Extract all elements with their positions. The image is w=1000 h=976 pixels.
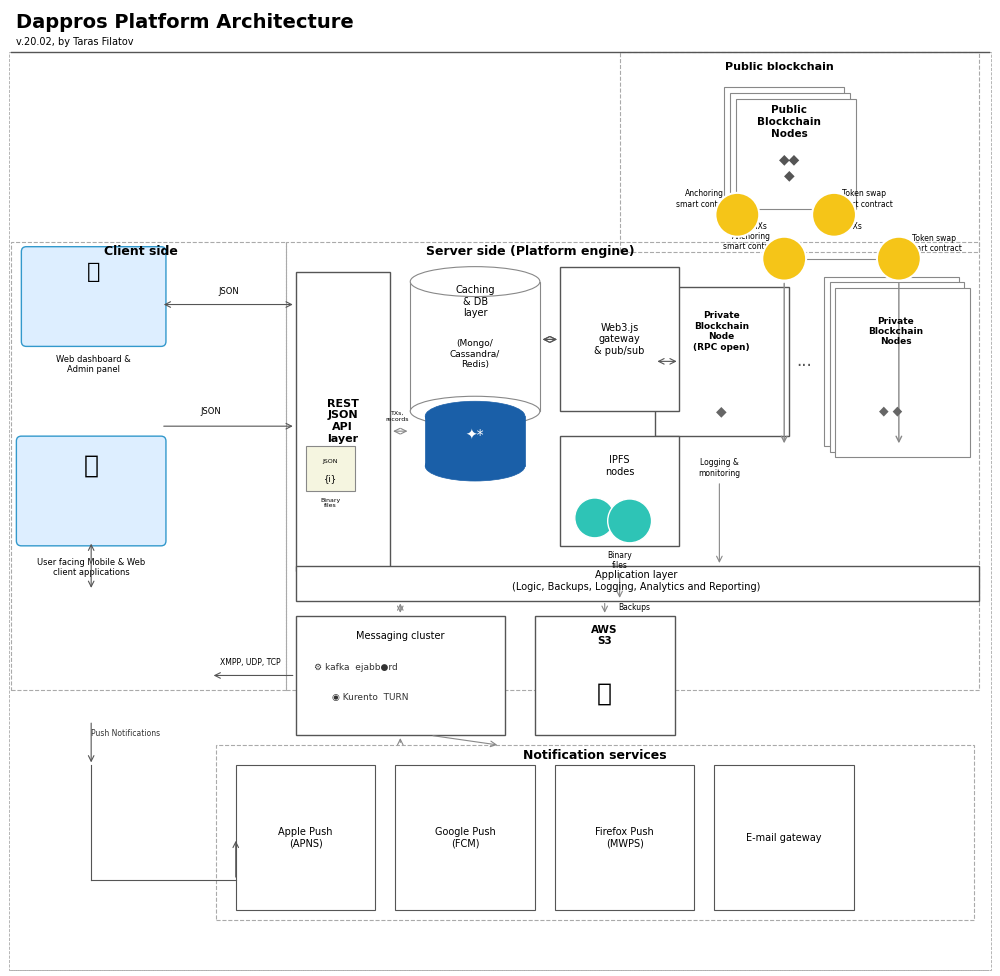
Bar [216, 746, 974, 919]
Text: Apple Push
(APNS): Apple Push (APNS) [278, 828, 333, 849]
Text: JSON: JSON [200, 407, 221, 416]
Text: ◆: ◆ [716, 404, 727, 419]
Text: Binary
files: Binary files [320, 498, 341, 508]
Bar [835, 288, 970, 457]
Bar [395, 765, 535, 910]
Text: Token swap
smart contract: Token swap smart contract [836, 189, 892, 209]
Text: {i}: {i} [324, 474, 337, 483]
Text: AWS
S3: AWS S3 [591, 625, 618, 646]
Bar [730, 93, 850, 203]
Text: IPF: IPF [591, 515, 599, 520]
Text: Dappros Platform Architecture: Dappros Platform Architecture [16, 13, 354, 32]
Circle shape [877, 237, 921, 280]
Text: ≡
✦: ≡ ✦ [895, 249, 902, 268]
Circle shape [715, 193, 759, 237]
Text: TXs: TXs [849, 223, 863, 231]
Bar [306, 446, 355, 491]
Text: ◉ Kurento  TURN: ◉ Kurento TURN [332, 693, 409, 702]
Text: User facing Mobile & Web
client applications: User facing Mobile & Web client applicat… [37, 558, 145, 578]
Text: Google Push
(FCM): Google Push (FCM) [435, 828, 495, 849]
Text: ◆ ◆: ◆ ◆ [879, 405, 903, 418]
Bar [655, 287, 789, 436]
Text: (Mongo/
Cassandra/
Redis): (Mongo/ Cassandra/ Redis) [450, 340, 500, 369]
Bar [11, 242, 286, 690]
Circle shape [575, 498, 615, 538]
Ellipse shape [425, 401, 525, 431]
Ellipse shape [425, 451, 525, 481]
Text: Web3.js
gateway
& pub/sub: Web3.js gateway & pub/sub [594, 323, 645, 356]
Text: v.20.02, by Taras Filatov: v.20.02, by Taras Filatov [16, 37, 134, 47]
Bar [286, 242, 979, 690]
Text: JSON: JSON [323, 459, 338, 464]
Text: Messaging cluster: Messaging cluster [356, 630, 445, 640]
Text: Private
Blockchain
Node
(RPC open): Private Blockchain Node (RPC open) [693, 311, 750, 351]
Text: JSON: JSON [218, 287, 239, 296]
Text: TXs,
records: TXs, records [386, 411, 409, 422]
Ellipse shape [410, 266, 540, 297]
Text: TXs: TXs [754, 223, 768, 231]
FancyBboxPatch shape [21, 247, 166, 346]
Circle shape [762, 237, 806, 280]
Text: Private
Blockchain
Nodes: Private Blockchain Nodes [868, 316, 923, 346]
Text: XMPP, UDP, TCP: XMPP, UDP, TCP [220, 658, 281, 667]
Text: ≡
✦: ≡ ✦ [781, 249, 788, 268]
Bar [555, 765, 694, 910]
Bar [824, 276, 959, 446]
Text: Caching
& DB
layer: Caching & DB layer [455, 285, 495, 318]
Text: Public blockchain: Public blockchain [725, 62, 834, 72]
Text: ≡
✦: ≡ ✦ [734, 205, 741, 224]
Text: Backups: Backups [619, 603, 651, 612]
Bar [296, 616, 505, 735]
Bar [425, 416, 525, 467]
Text: 📦: 📦 [597, 681, 612, 706]
Text: Client side: Client side [104, 245, 178, 259]
Text: ≡
✦: ≡ ✦ [831, 205, 838, 224]
Ellipse shape [410, 396, 540, 427]
Text: ✦*: ✦* [466, 429, 484, 443]
Bar [736, 100, 856, 209]
FancyBboxPatch shape [16, 436, 166, 546]
Bar [535, 616, 675, 735]
Bar [830, 282, 964, 452]
Bar [236, 765, 375, 910]
Text: Anchoring
smart contract: Anchoring smart contract [723, 232, 780, 252]
Text: Token swap
smart contract: Token swap smart contract [905, 234, 962, 254]
Text: Binary
files: Binary files [607, 551, 632, 571]
Bar [296, 566, 979, 600]
Text: Firefox Push
(MWPS): Firefox Push (MWPS) [595, 828, 654, 849]
Text: Logging &
monitoring: Logging & monitoring [698, 459, 740, 478]
Text: Notification services: Notification services [523, 749, 667, 761]
Text: REST
JSON
API
layer: REST JSON API layer [327, 399, 358, 443]
Bar [410, 282, 540, 411]
Bar [724, 87, 844, 197]
Circle shape [608, 499, 652, 543]
Text: Application layer
(Logic, Backups, Logging, Analytics and Reporting): Application layer (Logic, Backups, Loggi… [512, 570, 761, 591]
Text: Anchoring
smart contract: Anchoring smart contract [676, 189, 733, 209]
Text: ◆◆
◆: ◆◆ ◆ [779, 152, 800, 182]
Bar [560, 436, 679, 546]
Text: Public
Blockchain
Nodes: Public Blockchain Nodes [757, 105, 821, 139]
Text: 🌐: 🌐 [86, 262, 100, 282]
Bar [560, 266, 679, 411]
Text: Web dashboard &
Admin panel: Web dashboard & Admin panel [56, 354, 131, 374]
Text: Server side (Platform engine): Server side (Platform engine) [426, 245, 634, 259]
Text: 📱: 📱 [84, 454, 99, 478]
Bar [296, 271, 390, 571]
Bar [714, 765, 854, 910]
Text: IPFS
nodes: IPFS nodes [605, 455, 634, 477]
Circle shape [812, 193, 856, 237]
Text: E-mail gateway: E-mail gateway [746, 833, 822, 843]
Text: ...: ... [796, 352, 812, 370]
Bar [620, 53, 979, 252]
Text: Push Notifications: Push Notifications [91, 729, 160, 738]
Text: ⚙ kafka  ejabb●rd: ⚙ kafka ejabb●rd [314, 663, 397, 672]
Text: IPFS: IPFS [624, 518, 635, 523]
